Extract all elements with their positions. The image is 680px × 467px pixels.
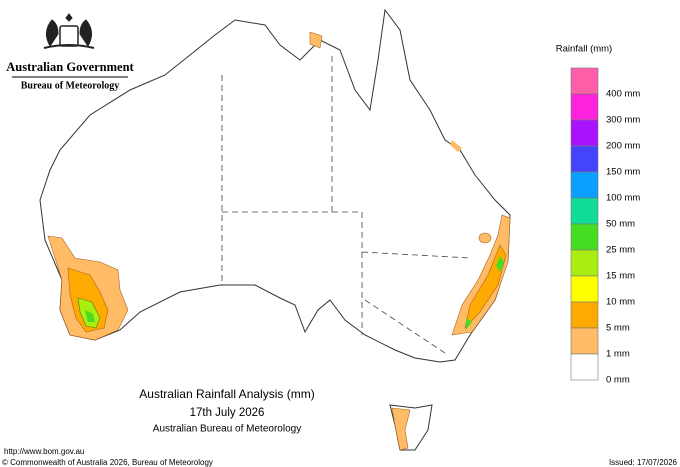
legend-swatch (570, 301, 599, 329)
rain-tasmania (391, 407, 411, 451)
rain-25mm-east (466, 256, 504, 330)
rain-spot (478, 232, 492, 244)
footer-url: http://www.bom.gov.au (4, 447, 84, 456)
rain-cape-york (309, 31, 323, 49)
coat-of-arms (43, 13, 95, 49)
map-date: 17th July 2026 (190, 407, 265, 419)
footer-copyright: © Commonwealth of Australia 2026, Bureau… (2, 458, 213, 467)
legend-swatch (570, 249, 599, 277)
rain-5mm-east (464, 244, 507, 329)
legend-swatch (570, 223, 599, 251)
legend-label: 100 mm (606, 193, 640, 204)
footer-issued: Issued: 17/07/2026 (609, 458, 678, 467)
legend-label: 0 mm (606, 375, 630, 386)
state-borders (221, 56, 471, 356)
legend-title: Rainfall (mm) (556, 44, 612, 55)
legend-swatch (570, 353, 599, 381)
legend-swatch (570, 171, 599, 199)
legend-label: 400 mm (606, 89, 640, 100)
legend-label: 150 mm (606, 167, 640, 178)
map-source: Australian Bureau of Meteorology (153, 424, 301, 435)
legend-swatch (570, 119, 599, 147)
legend-label: 300 mm (606, 115, 640, 126)
rain-25mm-west (85, 310, 95, 322)
rain-qld-coast (450, 140, 462, 152)
legend-label: 10 mm (606, 297, 635, 308)
government-name: Australian Government (6, 60, 134, 74)
legend-swatch (570, 327, 599, 355)
legend-label: 15 mm (606, 271, 635, 282)
bureau-name: Bureau of Meteorology (21, 80, 120, 91)
legend-swatch (570, 93, 599, 121)
legend-swatch (570, 197, 599, 225)
rain-1mm-east (451, 214, 511, 336)
legend-label: 1 mm (606, 349, 630, 360)
legend-label: 25 mm (606, 245, 635, 256)
legend-label: 50 mm (606, 219, 635, 230)
legend-label: 5 mm (606, 323, 630, 334)
legend-label: 200 mm (606, 141, 640, 152)
legend-swatch (570, 67, 599, 95)
map-title: Australian Rainfall Analysis (mm) (139, 387, 314, 401)
legend-swatch (570, 145, 599, 173)
legend-swatch (570, 275, 599, 303)
legend: 400 mm 300 mm 200 mm 150 mm 100 mm 50 mm 25 mm… (570, 67, 640, 386)
